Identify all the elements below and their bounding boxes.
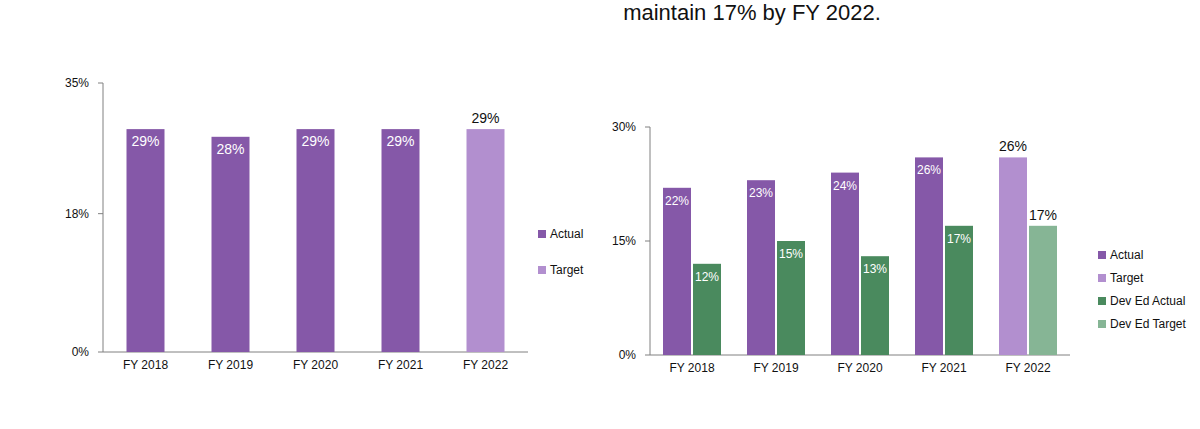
data-label: 22% bbox=[665, 194, 689, 208]
bars bbox=[663, 157, 1057, 355]
legend-label: Target bbox=[1110, 271, 1144, 285]
bar bbox=[693, 264, 721, 355]
legend-label: Actual bbox=[1110, 248, 1143, 262]
legend-swatch bbox=[538, 230, 546, 238]
x-tick-label: FY 2020 bbox=[293, 358, 338, 372]
legend-label: Dev Ed Actual bbox=[1110, 294, 1185, 308]
y-tick-label: 0% bbox=[72, 345, 90, 359]
legend: Actual Target Dev Ed Actual Dev Ed Target bbox=[1098, 248, 1186, 331]
bar bbox=[382, 129, 420, 352]
bar bbox=[945, 226, 973, 355]
data-label: 26% bbox=[999, 138, 1027, 154]
data-label: 17% bbox=[1029, 207, 1057, 223]
bar bbox=[1029, 226, 1057, 355]
background bbox=[0, 0, 1200, 429]
x-tick-label: FY 2021 bbox=[921, 361, 966, 375]
data-label: 13% bbox=[863, 262, 887, 276]
y-axis bbox=[103, 83, 104, 352]
data-label: 29% bbox=[301, 133, 329, 149]
data-label: 24% bbox=[833, 179, 857, 193]
legend-label: Dev Ed Target bbox=[1110, 317, 1186, 331]
x-tick-label: FY 2018 bbox=[123, 358, 168, 372]
data-label: 12% bbox=[695, 270, 719, 284]
x-tick-label: FY 2020 bbox=[837, 361, 882, 375]
bar bbox=[861, 256, 889, 355]
bar bbox=[777, 241, 805, 355]
y-tick-label: 0% bbox=[619, 348, 637, 362]
bar bbox=[127, 129, 165, 352]
y-tick-label: 30% bbox=[612, 120, 636, 134]
y-tick bbox=[98, 213, 103, 214]
data-labels: 22% 12% 23% 15% 24% 13% 26% 17% 26% 17% bbox=[665, 138, 1057, 283]
y-tick-label: 15% bbox=[612, 234, 636, 248]
bar bbox=[747, 180, 775, 355]
bar bbox=[999, 157, 1027, 355]
data-label: 28% bbox=[216, 141, 244, 157]
data-labels: 29% 28% 29% 29% 29% bbox=[131, 110, 499, 157]
legend-swatch bbox=[538, 266, 546, 274]
y-tick-label: 18% bbox=[65, 207, 89, 221]
legend-swatch bbox=[1098, 297, 1106, 305]
y-tick bbox=[645, 241, 650, 242]
chart: maintain 17% by FY 2022. 0% 15% 30% FY 2018 F… bbox=[612, 0, 1187, 375]
legend-swatch bbox=[1098, 251, 1106, 259]
x-tick-label: FY 2022 bbox=[1005, 361, 1050, 375]
y-tick bbox=[645, 355, 650, 356]
data-label: 15% bbox=[779, 247, 803, 261]
legend-swatch bbox=[1098, 320, 1106, 328]
bar bbox=[212, 137, 250, 352]
legend-label: Actual bbox=[550, 227, 583, 241]
x-tick-label: FY 2019 bbox=[753, 361, 798, 375]
x-tick-label: FY 2022 bbox=[463, 358, 508, 372]
legend-swatch bbox=[1098, 274, 1106, 282]
bars bbox=[127, 129, 505, 352]
data-label: 17% bbox=[947, 232, 971, 246]
y-tick bbox=[645, 127, 650, 128]
bar bbox=[915, 157, 943, 355]
bar bbox=[297, 129, 335, 352]
legend-label: Target bbox=[550, 263, 584, 277]
bar bbox=[467, 129, 505, 352]
x-tick-label: FY 2021 bbox=[378, 358, 423, 372]
chart: 0% 18% 35% FY 2018 FY 2019 FY 2020 FY 2021 FY 2… bbox=[65, 76, 584, 372]
x-tick-label: FY 2018 bbox=[669, 361, 714, 375]
data-label: 23% bbox=[749, 186, 773, 200]
title: maintain 17% by FY 2022. bbox=[623, 0, 881, 25]
y-tick bbox=[98, 83, 103, 84]
y-tick-label: 35% bbox=[65, 76, 89, 90]
bar bbox=[663, 188, 691, 355]
x-tick-label: FY 2019 bbox=[208, 358, 253, 372]
data-label: 29% bbox=[386, 133, 414, 149]
bar bbox=[831, 173, 859, 355]
y-tick bbox=[98, 352, 103, 353]
canvas: 0% 18% 35% FY 2018 FY 2019 FY 2020 FY 2021 FY 2… bbox=[0, 0, 1200, 429]
data-label: 26% bbox=[917, 163, 941, 177]
data-label: 29% bbox=[131, 133, 159, 149]
data-label: 29% bbox=[471, 110, 499, 126]
legend: Actual Target bbox=[538, 227, 584, 277]
